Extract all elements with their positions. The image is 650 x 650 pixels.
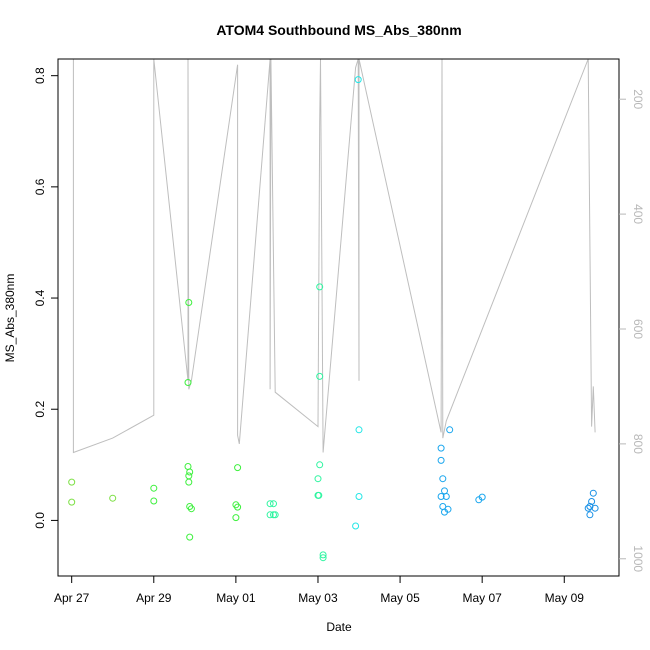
data-point bbox=[187, 505, 195, 513]
data-point bbox=[319, 554, 327, 562]
data-point bbox=[316, 461, 324, 469]
x-tick-label: May 05 bbox=[380, 591, 420, 605]
data-point bbox=[437, 444, 445, 452]
data-point bbox=[441, 508, 448, 516]
x-tick-label: May 03 bbox=[298, 591, 338, 605]
data-point bbox=[270, 500, 277, 508]
y-tick-label: 0.4 bbox=[33, 289, 47, 306]
x-tick-label: May 07 bbox=[462, 591, 502, 605]
x-axis: Apr 27 Apr 29 May 01 May 03 May 05 May 07 May … bbox=[54, 575, 585, 605]
data-point bbox=[586, 511, 594, 519]
data-point bbox=[588, 498, 596, 505]
y-tick-label: 0.2 bbox=[33, 401, 47, 418]
y2-tick-label: 200 bbox=[631, 89, 645, 109]
right-axis: 200 400 600 800 1000 bbox=[619, 89, 645, 572]
y-tick-label: 0.0 bbox=[33, 512, 47, 529]
data-point bbox=[150, 497, 158, 505]
data-point bbox=[439, 475, 447, 483]
x-tick-label: May 01 bbox=[216, 591, 256, 605]
data-point bbox=[319, 551, 327, 559]
y2-tick-label: 1000 bbox=[631, 545, 645, 572]
data-point bbox=[315, 491, 323, 499]
chart-title: ATOM4 Southbound MS_Abs_380nm bbox=[216, 22, 461, 38]
y-axis-label: MS_Abs_380nm bbox=[3, 274, 17, 363]
plot-frame bbox=[57, 58, 620, 577]
y-tick-label: 0.8 bbox=[33, 67, 47, 84]
x-axis-label: Date bbox=[326, 620, 352, 634]
y2-tick-label: 600 bbox=[631, 319, 645, 339]
data-point bbox=[186, 533, 194, 541]
data-point bbox=[316, 372, 324, 380]
data-point bbox=[437, 456, 445, 464]
y-axis: 0.0 0.2 0.4 0.6 0.8 bbox=[33, 67, 58, 529]
data-point bbox=[589, 489, 597, 497]
data-point bbox=[184, 379, 192, 386]
data-point bbox=[68, 478, 76, 486]
data-points-layer bbox=[68, 76, 599, 562]
altitude-line-layer bbox=[72, 58, 596, 454]
data-point bbox=[354, 76, 362, 84]
altitude-line bbox=[72, 58, 596, 454]
data-point bbox=[186, 503, 194, 510]
data-point bbox=[271, 511, 279, 519]
data-point bbox=[266, 500, 274, 508]
y2-tick-label: 800 bbox=[631, 434, 645, 454]
data-point bbox=[234, 464, 242, 472]
data-point bbox=[314, 475, 322, 483]
data-point bbox=[185, 299, 193, 306]
y-tick-label: 0.6 bbox=[33, 178, 47, 195]
data-point bbox=[437, 493, 445, 500]
data-point bbox=[441, 487, 448, 495]
data-point bbox=[266, 511, 274, 519]
data-point bbox=[232, 514, 240, 522]
x-tick-label: Apr 27 bbox=[54, 591, 90, 605]
data-point bbox=[446, 426, 454, 434]
data-point bbox=[584, 504, 592, 512]
data-point bbox=[150, 484, 158, 492]
data-point bbox=[352, 522, 360, 530]
data-point bbox=[316, 283, 324, 291]
y2-tick-label: 400 bbox=[631, 204, 645, 224]
data-point bbox=[478, 493, 486, 501]
data-point bbox=[355, 493, 363, 500]
data-point bbox=[185, 472, 193, 480]
data-point bbox=[234, 503, 242, 511]
data-point bbox=[442, 493, 450, 500]
data-point bbox=[591, 504, 599, 512]
data-point bbox=[355, 426, 363, 434]
x-tick-label: May 09 bbox=[545, 591, 585, 605]
data-point bbox=[109, 494, 117, 502]
data-point bbox=[68, 498, 76, 506]
data-point bbox=[185, 478, 193, 486]
x-tick-label: Apr 29 bbox=[136, 591, 172, 605]
data-point bbox=[186, 468, 194, 476]
